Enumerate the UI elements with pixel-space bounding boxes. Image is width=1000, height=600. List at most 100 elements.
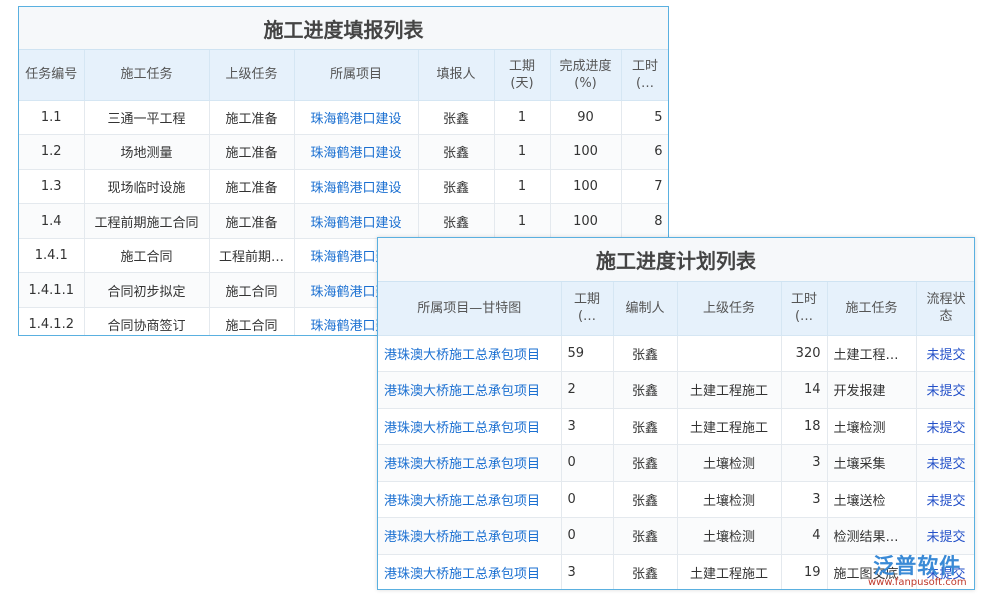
- table-cell[interactable]: 未提交: [916, 335, 974, 372]
- table-cell: 施工准备: [209, 100, 295, 136]
- table-cell: 14: [781, 371, 828, 409]
- table-cell: 张鑫: [418, 169, 495, 205]
- table-cell[interactable]: 未提交: [916, 517, 974, 555]
- table-cell: 场地测量: [84, 134, 210, 170]
- table-cell: 3: [561, 554, 614, 589]
- table-cell[interactable]: 未提交: [916, 444, 974, 482]
- table-cell: 100: [550, 169, 622, 205]
- table-cell: 2: [561, 371, 614, 409]
- table-cell: 土建工程…: [827, 335, 917, 372]
- column-header: 任务编号: [19, 50, 85, 101]
- column-header: 所属项目—甘特图: [378, 282, 562, 336]
- table-cell: 1.3: [19, 169, 85, 205]
- table-cell: 1: [494, 100, 551, 136]
- table-cell: 18: [781, 408, 828, 445]
- table-cell[interactable]: 港珠澳大桥施工总承包项目: [378, 517, 562, 555]
- table-cell: 1.2: [19, 134, 85, 170]
- table-cell: 19: [781, 554, 828, 589]
- table-cell: 4: [781, 517, 828, 555]
- table-row: 港珠澳大桥施工总承包项目 3 张鑫 土建工程施工 19 施工图交底 未提交: [378, 554, 974, 589]
- table-cell: 施工准备: [209, 134, 295, 170]
- table-cell[interactable]: 港珠澳大桥施工总承包项目: [378, 335, 562, 372]
- table-cell: 100: [550, 134, 622, 170]
- table-cell: 开发报建: [827, 371, 917, 409]
- table-row: 1.1 三通一平工程 施工准备 珠海鹤港口建设 张鑫 1 90 5: [19, 100, 668, 136]
- table-row: 港珠澳大桥施工总承包项目 0 张鑫 土壤检测 4 检测结果… 未提交: [378, 517, 974, 555]
- table-cell: 1: [494, 169, 551, 205]
- table-cell: 张鑫: [418, 100, 495, 136]
- table-cell[interactable]: 珠海鹤港口建设: [294, 203, 419, 239]
- table-row: 港珠澳大桥施工总承包项目 0 张鑫 土壤检测 3 土壤送检 未提交: [378, 481, 974, 518]
- table-row: 港珠澳大桥施工总承包项目 2 张鑫 土建工程施工 14 开发报建 未提交: [378, 371, 974, 409]
- table-cell: 土壤采集: [827, 444, 917, 482]
- table-cell[interactable]: 珠海鹤港口建设: [294, 169, 419, 205]
- table-cell: 1.4.1: [19, 238, 85, 274]
- table-cell[interactable]: 港珠澳大桥施工总承包项目: [378, 408, 562, 445]
- table-cell: 90: [550, 100, 622, 136]
- table-cell: 5: [621, 100, 668, 136]
- table-cell: 6: [621, 134, 668, 170]
- table-cell: 张鑫: [613, 408, 678, 445]
- table-cell: 3: [561, 408, 614, 445]
- table-cell: 土建工程施工: [677, 371, 782, 409]
- table-cell: 土建工程施工: [677, 408, 782, 445]
- column-header: 流程状态: [916, 282, 974, 336]
- table-cell: 张鑫: [613, 554, 678, 589]
- table-cell: 0: [561, 444, 614, 482]
- table-row: 港珠澳大桥施工总承包项目 3 张鑫 土建工程施工 18 土壤检测 未提交: [378, 408, 974, 445]
- table-cell: 工程前期…: [209, 238, 295, 274]
- header-row: 所属项目—甘特图 工期(… 编制人 上级任务 工时(… 施工任务 流程状态: [378, 282, 974, 336]
- table-cell[interactable]: 港珠澳大桥施工总承包项目: [378, 371, 562, 409]
- table-cell: 0: [561, 517, 614, 555]
- table-cell[interactable]: 未提交: [916, 554, 974, 589]
- table-cell: 7: [621, 169, 668, 205]
- table-cell[interactable]: 港珠澳大桥施工总承包项目: [378, 554, 562, 589]
- table-cell[interactable]: 港珠澳大桥施工总承包项目: [378, 481, 562, 518]
- panel-title: 施工进度填报列表: [19, 7, 668, 50]
- table-cell: 张鑫: [613, 481, 678, 518]
- table-cell: 100: [550, 203, 622, 239]
- table-cell: 土壤送检: [827, 481, 917, 518]
- table-cell[interactable]: 未提交: [916, 408, 974, 445]
- table-cell[interactable]: 港珠澳大桥施工总承包项目: [378, 444, 562, 482]
- table-cell[interactable]: 未提交: [916, 481, 974, 518]
- header-row: 任务编号 施工任务 上级任务 所属项目 填报人 工期(天) 完成进度(%) 工时(…: [19, 50, 668, 101]
- table-cell: 1.4: [19, 203, 85, 239]
- table-cell: 张鑫: [613, 335, 678, 372]
- table-cell: 合同协商签订: [84, 307, 210, 335]
- table-cell: 工程前期施工合同: [84, 203, 210, 239]
- column-header: 完成进度(%): [550, 50, 622, 101]
- table-cell: 合同初步拟定: [84, 272, 210, 309]
- table-cell: 3: [781, 481, 828, 518]
- table: 所属项目—甘特图 工期(… 编制人 上级任务 工时(… 施工任务 流程状态 港珠澳大桥施工总承…: [378, 282, 974, 589]
- plan-panel: 施工进度计划列表 所属项目—甘特图 工期(… 编制人 上级任务 工时(… 施工任务 流程状态…: [377, 237, 975, 590]
- column-header: 工期(天): [494, 50, 551, 101]
- column-header: 所属项目: [294, 50, 419, 101]
- table-cell[interactable]: 珠海鹤港口建设: [294, 134, 419, 170]
- column-header: 上级任务: [677, 282, 782, 336]
- table-cell: [677, 335, 782, 372]
- table-cell[interactable]: 未提交: [916, 371, 974, 409]
- logo-name: 泛普软件: [873, 554, 962, 578]
- table-cell[interactable]: 珠海鹤港口建设: [294, 100, 419, 136]
- table-row: 港珠澳大桥施工总承包项目 59 张鑫 320 土建工程… 未提交: [378, 335, 974, 372]
- table-cell: 张鑫: [418, 134, 495, 170]
- table-cell: 土壤检测: [827, 408, 917, 445]
- column-header: 工时(…: [781, 282, 828, 336]
- table-cell: 0: [561, 481, 614, 518]
- column-header: 施工任务: [827, 282, 917, 336]
- table-cell: 8: [621, 203, 668, 239]
- column-header: 编制人: [613, 282, 678, 336]
- column-header: 工时(…: [621, 50, 668, 101]
- table-cell: 施工合同: [209, 272, 295, 309]
- column-header: 工期(…: [561, 282, 614, 336]
- table-cell: 检测结果…: [827, 517, 917, 555]
- table-row: 港珠澳大桥施工总承包项目 0 张鑫 土壤检测 3 土壤采集 未提交: [378, 444, 974, 482]
- column-header: 上级任务: [209, 50, 295, 101]
- table-cell: 施工准备: [209, 169, 295, 205]
- table-row: 1.4 工程前期施工合同 施工准备 珠海鹤港口建设 张鑫 1 100 8: [19, 203, 668, 239]
- table-cell: 1.4.1.1: [19, 272, 85, 309]
- logo: 泛普软件 www.fanpusoft.com: [868, 550, 967, 588]
- column-header: 施工任务: [84, 50, 210, 101]
